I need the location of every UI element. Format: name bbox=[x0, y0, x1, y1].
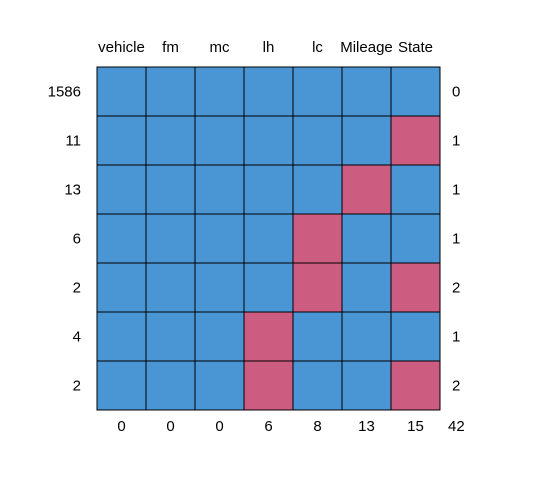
row-missing-label: 1 bbox=[452, 133, 460, 150]
pattern-cell-r2-mc bbox=[194, 164, 245, 215]
pattern-cell-r0-fm bbox=[145, 66, 196, 117]
pattern-cell-r3-mc bbox=[194, 213, 245, 264]
column-missing-label: 6 bbox=[264, 418, 272, 435]
column-missing-label: 0 bbox=[117, 418, 125, 435]
pattern-cell-r2-fm bbox=[145, 164, 196, 215]
column-missing-label: 0 bbox=[166, 418, 174, 435]
pattern-cell-r4-vehicle bbox=[96, 262, 147, 313]
column-label-mc: mc bbox=[210, 39, 230, 56]
pattern-cell-r1-fm bbox=[145, 115, 196, 166]
pattern-cell-r0-State bbox=[390, 66, 441, 117]
column-label-lh: lh bbox=[263, 39, 275, 56]
pattern-cell-r4-lh bbox=[243, 262, 294, 313]
pattern-cell-r5-vehicle bbox=[96, 311, 147, 362]
pattern-cell-r5-fm bbox=[145, 311, 196, 362]
pattern-cell-r6-fm bbox=[145, 360, 196, 411]
pattern-cell-r5-State bbox=[390, 311, 441, 362]
row-missing-label: 1 bbox=[452, 231, 460, 248]
pattern-cell-r4-fm bbox=[145, 262, 196, 313]
pattern-cell-r5-mc bbox=[194, 311, 245, 362]
pattern-cell-r6-Mileage bbox=[341, 360, 392, 411]
column-missing-label: 15 bbox=[407, 418, 424, 435]
pattern-cell-r2-vehicle bbox=[96, 164, 147, 215]
row-count-label: 2 bbox=[73, 378, 81, 395]
row-missing-label: 1 bbox=[452, 329, 460, 346]
row-count-label: 1586 bbox=[48, 84, 81, 101]
column-missing-label: 8 bbox=[313, 418, 321, 435]
pattern-cell-r6-State bbox=[390, 360, 441, 411]
column-label-lc: lc bbox=[312, 39, 323, 56]
row-missing-label: 2 bbox=[452, 378, 460, 395]
row-count-label: 2 bbox=[73, 280, 81, 297]
pattern-cell-r1-Mileage bbox=[341, 115, 392, 166]
pattern-cell-r4-mc bbox=[194, 262, 245, 313]
pattern-cell-r3-vehicle bbox=[96, 213, 147, 264]
pattern-cell-r2-lh bbox=[243, 164, 294, 215]
pattern-cell-r4-Mileage bbox=[341, 262, 392, 313]
column-label-state: State bbox=[398, 39, 433, 56]
column-labels: vehicle fm mc lh lc Mileage State bbox=[98, 39, 433, 56]
pattern-cell-r4-lc bbox=[292, 262, 343, 313]
pattern-cell-r0-vehicle bbox=[96, 66, 147, 117]
pattern-cell-r1-mc bbox=[194, 115, 245, 166]
row-missing-label: 2 bbox=[452, 280, 460, 297]
pattern-cell-r0-mc bbox=[194, 66, 245, 117]
row-count-labels: 1586 11 13 6 2 4 2 bbox=[48, 84, 81, 395]
pattern-cell-r3-lc bbox=[292, 213, 343, 264]
pattern-cell-r1-vehicle bbox=[96, 115, 147, 166]
row-count-label: 6 bbox=[73, 231, 81, 248]
row-count-label: 13 bbox=[64, 182, 81, 199]
pattern-cell-r3-lh bbox=[243, 213, 294, 264]
pattern-cell-r2-lc bbox=[292, 164, 343, 215]
row-missing-labels: 0 1 1 1 2 1 2 bbox=[452, 84, 460, 395]
row-count-label: 11 bbox=[65, 133, 81, 150]
pattern-cell-r3-Mileage bbox=[341, 213, 392, 264]
pattern-cell-r1-lc bbox=[292, 115, 343, 166]
pattern-cell-r5-lh bbox=[243, 311, 294, 362]
pattern-cell-r0-lh bbox=[243, 66, 294, 117]
row-missing-label: 0 bbox=[452, 84, 460, 101]
pattern-cell-r3-fm bbox=[145, 213, 196, 264]
pattern-cell-r6-lc bbox=[292, 360, 343, 411]
column-label-fm: fm bbox=[162, 39, 179, 56]
pattern-cell-r2-State bbox=[390, 164, 441, 215]
pattern-cell-r0-lc bbox=[292, 66, 343, 117]
pattern-cell-r0-Mileage bbox=[341, 66, 392, 117]
pattern-cell-r5-Mileage bbox=[341, 311, 392, 362]
pattern-cell-r4-State bbox=[390, 262, 441, 313]
pattern-cell-r6-vehicle bbox=[96, 360, 147, 411]
column-missing-label: 0 bbox=[215, 418, 223, 435]
total-missing-label: 42 bbox=[448, 418, 465, 435]
pattern-cell-r6-mc bbox=[194, 360, 245, 411]
cells-layer bbox=[96, 66, 441, 411]
column-label-mileage: Mileage bbox=[340, 39, 393, 56]
pattern-cell-r3-State bbox=[390, 213, 441, 264]
pattern-cell-r1-lh bbox=[243, 115, 294, 166]
pattern-cell-r5-lc bbox=[292, 311, 343, 362]
column-missing-label: 13 bbox=[358, 418, 375, 435]
pattern-cell-r6-lh bbox=[243, 360, 294, 411]
pattern-cell-r2-Mileage bbox=[341, 164, 392, 215]
column-label-vehicle: vehicle bbox=[98, 39, 145, 56]
pattern-cell-r1-State bbox=[390, 115, 441, 166]
row-count-label: 4 bbox=[73, 329, 81, 346]
row-missing-label: 1 bbox=[452, 182, 460, 199]
column-missing-labels: 0 0 0 6 8 13 15 bbox=[117, 418, 424, 435]
